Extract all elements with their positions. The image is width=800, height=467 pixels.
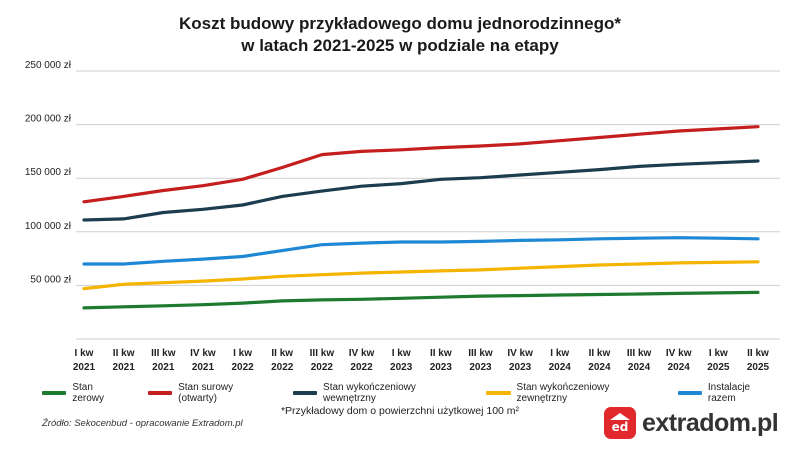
x-tick-label-quarter: III kw bbox=[468, 348, 493, 359]
legend-item: Stan surowy (otwarty) bbox=[147, 382, 269, 404]
legend-swatch bbox=[42, 391, 67, 395]
legend-swatch bbox=[677, 391, 702, 395]
legend-item: Stan zerowy bbox=[42, 382, 124, 404]
x-tick-label-quarter: IV kw bbox=[507, 348, 533, 359]
x-tick-label-year: 2023 bbox=[509, 362, 532, 373]
x-tick-label-quarter: I kw bbox=[75, 348, 94, 359]
legend-swatch bbox=[292, 391, 318, 395]
legend-swatch bbox=[147, 391, 173, 395]
footnote: *Przykładowy dom o powierzchni użytkowej… bbox=[280, 405, 520, 417]
x-tick-label-year: 2023 bbox=[390, 362, 413, 373]
x-tick-label-quarter: IV kw bbox=[190, 348, 216, 359]
x-tick-label-year: 2022 bbox=[231, 362, 254, 373]
y-tick-label: 200 000 zł bbox=[25, 114, 72, 125]
series-line-4 bbox=[82, 260, 760, 291]
logo-mark: ed bbox=[611, 420, 629, 434]
x-tick-label-quarter: III kw bbox=[151, 348, 176, 359]
series-line-5 bbox=[82, 236, 760, 266]
x-tick-label-quarter: II kw bbox=[113, 348, 135, 359]
x-tick-label-quarter: I kw bbox=[392, 348, 411, 359]
series-line-2 bbox=[82, 125, 760, 204]
source-note: Źródło: Sekocenbud - opracowanie Extrado… bbox=[42, 418, 243, 429]
chart-title-line-1: Koszt budowy przykładowego domu jednorod… bbox=[179, 14, 621, 33]
x-tick-label-quarter: I kw bbox=[550, 348, 569, 359]
chart-legend: Stan zerowy Stan surowy (otwarty) Stan wyk… bbox=[42, 382, 800, 404]
x-tick-label-year: 2021 bbox=[152, 362, 175, 373]
legend-label: Stan wykończeniowy zewnętrzny bbox=[516, 382, 610, 404]
x-tick-label-quarter: II kw bbox=[271, 348, 293, 359]
x-tick-label-year: 2025 bbox=[747, 362, 770, 373]
x-tick-label-year: 2021 bbox=[113, 362, 136, 373]
series-line-1 bbox=[82, 290, 760, 310]
x-tick-label-year: 2021 bbox=[192, 362, 215, 373]
y-tick-label: 100 000 zł bbox=[25, 221, 72, 232]
x-tick-label-year: 2024 bbox=[588, 362, 611, 373]
x-tick-label-quarter: II kw bbox=[430, 348, 452, 359]
y-tick-label: 50 000 zł bbox=[30, 274, 71, 285]
extradom-logo: ed extradom.pl bbox=[604, 407, 779, 439]
series-line-3 bbox=[82, 159, 760, 222]
chart-title-line-2: w latach 2021-2025 w podziale na etapy bbox=[241, 36, 559, 55]
x-tick-label-quarter: II kw bbox=[589, 348, 611, 359]
line-chart: 50 000 zł 100 000 zł 150 000 zł 200 000 zł 2… bbox=[25, 60, 780, 373]
y-tick-label: 250 000 zł bbox=[25, 60, 72, 71]
x-tick-label-quarter: III kw bbox=[627, 348, 652, 359]
legend-item: Stan wykończeniowy wewnętrzny bbox=[292, 382, 462, 404]
x-tick-label-year: 2024 bbox=[668, 362, 691, 373]
x-tick-label-quarter: IV kw bbox=[666, 348, 692, 359]
y-tick-label: 150 000 zł bbox=[25, 167, 72, 178]
house-logo-icon: ed bbox=[604, 407, 636, 439]
legend-label: Stan zerowy bbox=[72, 382, 104, 404]
x-tick-label-year: 2024 bbox=[549, 362, 572, 373]
x-tick-label-quarter: IV kw bbox=[349, 348, 375, 359]
x-tick-label-year: 2025 bbox=[707, 362, 730, 373]
x-tick-label-year: 2024 bbox=[628, 362, 651, 373]
x-tick-label-quarter: I kw bbox=[233, 348, 252, 359]
legend-label: Instalacje razem bbox=[707, 382, 751, 404]
x-tick-label-year: 2022 bbox=[350, 362, 373, 373]
legend-item: Stan wykończeniowy zewnętrzny bbox=[486, 382, 653, 404]
logo-text: extradom.pl bbox=[642, 408, 779, 437]
legend-label: Stan wykończeniowy wewnętrzny bbox=[323, 382, 416, 404]
x-tick-label-year: 2023 bbox=[430, 362, 453, 373]
x-tick-label-year: 2022 bbox=[311, 362, 334, 373]
legend-item: Instalacje razem bbox=[677, 382, 776, 404]
x-tick-label-quarter: III kw bbox=[310, 348, 335, 359]
x-tick-label-year: 2021 bbox=[73, 362, 96, 373]
legend-swatch bbox=[486, 391, 511, 395]
x-tick-label-quarter: II kw bbox=[747, 348, 769, 359]
x-tick-label-year: 2023 bbox=[469, 362, 492, 373]
x-tick-label-year: 2022 bbox=[271, 362, 294, 373]
legend-label: Stan surowy (otwarty) bbox=[178, 382, 234, 404]
x-tick-label-quarter: I kw bbox=[709, 348, 728, 359]
